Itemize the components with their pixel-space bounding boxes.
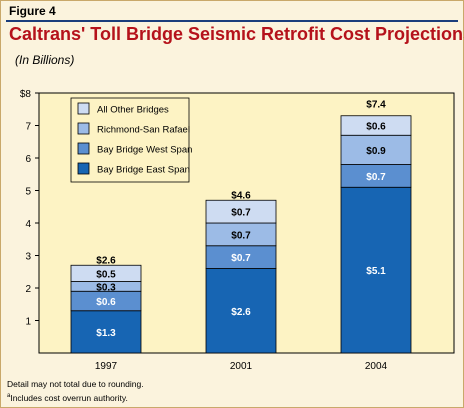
y-tick-label: 4 <box>25 219 31 230</box>
bar-value-label: $0.7 <box>366 172 386 183</box>
x-tick-label: 2001 <box>230 361 253 372</box>
x-tick-label: 2004 <box>365 361 388 372</box>
bar-segment-richmond-san-rafael <box>340 134 412 165</box>
note-overrun-text: Includes cost overrun authority. <box>10 392 128 403</box>
chart-title: Caltrans' Toll Bridge Seismic Retrofit C… <box>9 24 464 45</box>
legend-label: Richmond-San Rafael <box>97 125 190 136</box>
bar-total-label: $2.6 <box>96 256 116 267</box>
bar-segment-all-other-bridges <box>205 199 277 224</box>
legend-swatch <box>77 122 90 135</box>
legend-box <box>70 97 190 183</box>
legend-swatch <box>77 102 90 115</box>
y-tick-label: 6 <box>25 154 31 165</box>
chart-title-text: Caltrans' Toll Bridge Seismic Retrofit C… <box>9 24 464 44</box>
bar-value-label: $0.3 <box>96 282 116 293</box>
bar-segment-all-other-bridges <box>340 115 412 136</box>
y-tick-label: 2 <box>25 284 31 295</box>
bar-value-label: $2.6 <box>231 307 251 318</box>
figure-label: Figure 4 <box>9 4 56 18</box>
legend-label: Bay Bridge West Span <box>97 145 192 156</box>
x-tick-label: 1997 <box>95 361 118 372</box>
legend-label: All Other Bridges <box>97 105 169 116</box>
bar-value-label: $0.7 <box>231 230 251 241</box>
y-tick-label: $8 <box>20 89 32 100</box>
bar-value-label: $0.5 <box>96 269 116 280</box>
note-overrun: aIncludes cost overrun authority. <box>7 390 144 404</box>
legend-swatch <box>77 142 90 155</box>
y-tick-label: 7 <box>25 122 31 133</box>
bar-segment-bay-bridge-east-span <box>70 310 142 354</box>
y-tick-label: 3 <box>25 252 31 263</box>
title-rule <box>6 20 458 22</box>
y-tick-label: 5 <box>25 187 31 198</box>
bar-value-label: $5.1 <box>366 266 386 277</box>
legend-swatch <box>77 162 90 175</box>
chart-notes: Detail may not total due to rounding. aI… <box>7 378 144 404</box>
bar-value-label: $1.3 <box>96 328 116 339</box>
bar-value-label: $0.6 <box>366 122 386 133</box>
bar-value-label: $0.7 <box>231 253 251 264</box>
bar-value-label: $0.9 <box>366 146 386 157</box>
bar-value-label: $0.7 <box>231 208 251 219</box>
bar-value-label: $0.6 <box>96 297 116 308</box>
note-footnote-mark: a <box>7 393 11 399</box>
legend-label: Bay Bridge East Span <box>97 165 190 176</box>
bar-segment-all-other-bridges <box>70 264 142 282</box>
note-rounding: Detail may not total due to rounding. <box>7 379 144 389</box>
bar-total-label: $7.4 <box>366 100 386 111</box>
chart-subtitle: (In Billions) <box>15 53 75 67</box>
y-tick-label: 1 <box>25 317 31 328</box>
bar-total-label: $4.6 <box>231 191 251 202</box>
